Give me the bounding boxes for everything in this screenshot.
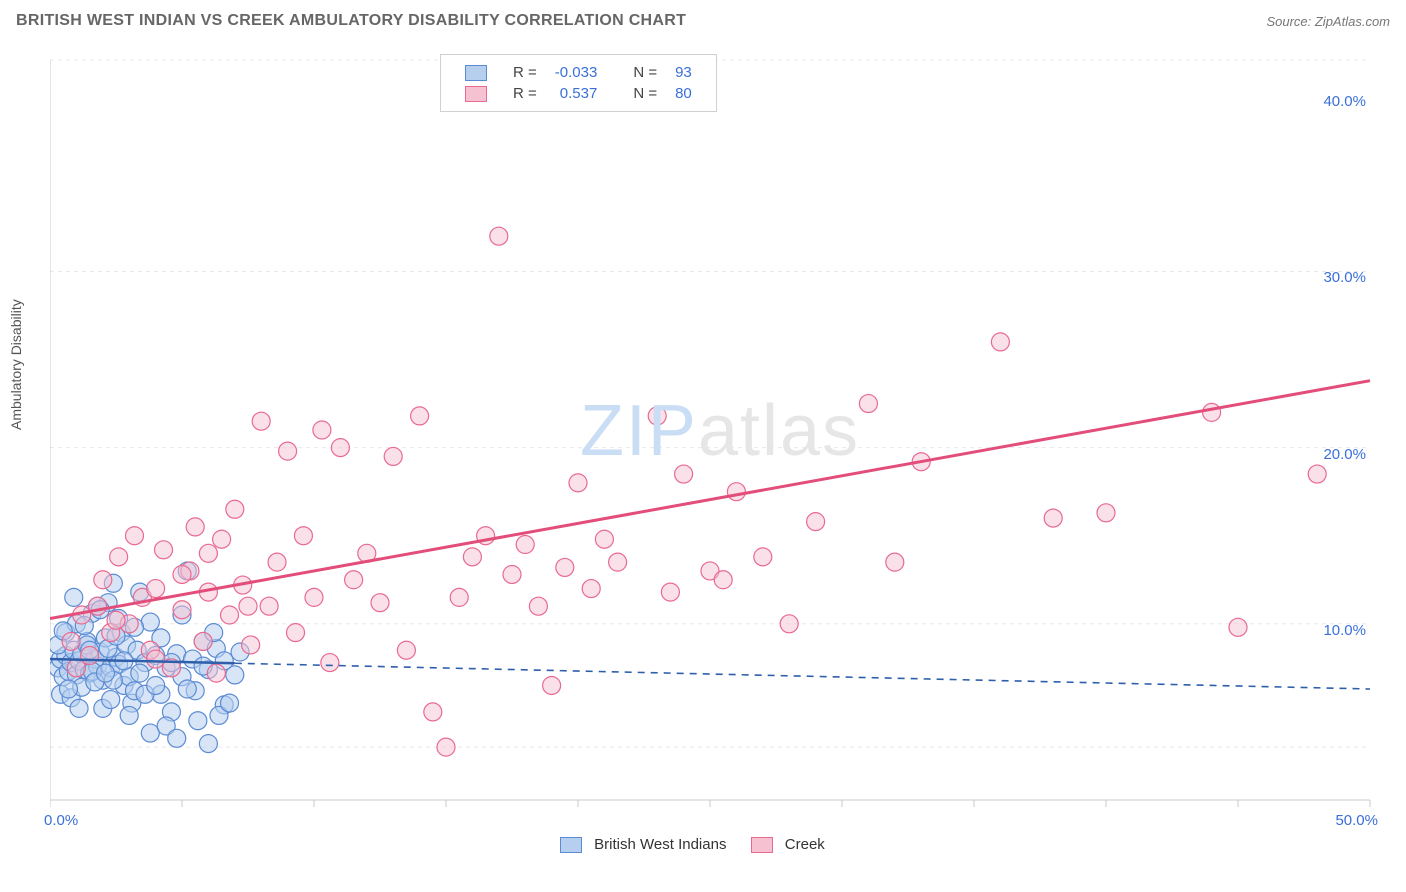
y-axis-label: Ambulatory Disability: [8, 299, 24, 430]
legend-swatch-series-1: [751, 837, 773, 853]
n-label: N =: [625, 63, 665, 82]
legend-swatch-0: [465, 65, 487, 81]
n-value-0: 93: [667, 63, 700, 82]
x-tick-label: 0.0%: [44, 812, 78, 829]
n-value-1: 80: [667, 84, 700, 103]
chart-area: ZIPatlas: [50, 50, 1390, 820]
scatter-plot: [50, 50, 1390, 820]
legend-row-series-0: R = -0.033 N = 93: [457, 63, 700, 82]
y-tick-label: 10.0%: [1310, 622, 1366, 639]
series-legend: British West Indians Creek: [540, 836, 825, 853]
y-tick-label: 20.0%: [1310, 446, 1366, 463]
x-tick-label: 50.0%: [1322, 812, 1378, 829]
legend-swatch-1: [465, 86, 487, 102]
r-value-1: 0.537: [547, 84, 606, 103]
correlation-legend: R = -0.033 N = 93 R = 0.537 N = 80: [440, 54, 717, 112]
chart-title: BRITISH WEST INDIAN VS CREEK AMBULATORY …: [16, 12, 686, 30]
source-attribution: Source: ZipAtlas.com: [1266, 14, 1390, 29]
y-tick-label: 40.0%: [1310, 93, 1366, 110]
r-label: R =: [505, 84, 545, 103]
r-value-0: -0.033: [547, 63, 606, 82]
legend-label-series-0: British West Indians: [594, 836, 726, 853]
r-label: R =: [505, 63, 545, 82]
legend-swatch-series-0: [560, 837, 582, 853]
legend-label-series-1: Creek: [785, 836, 825, 853]
legend-row-series-1: R = 0.537 N = 80: [457, 84, 700, 103]
y-tick-label: 30.0%: [1310, 269, 1366, 286]
n-label: N =: [625, 84, 665, 103]
